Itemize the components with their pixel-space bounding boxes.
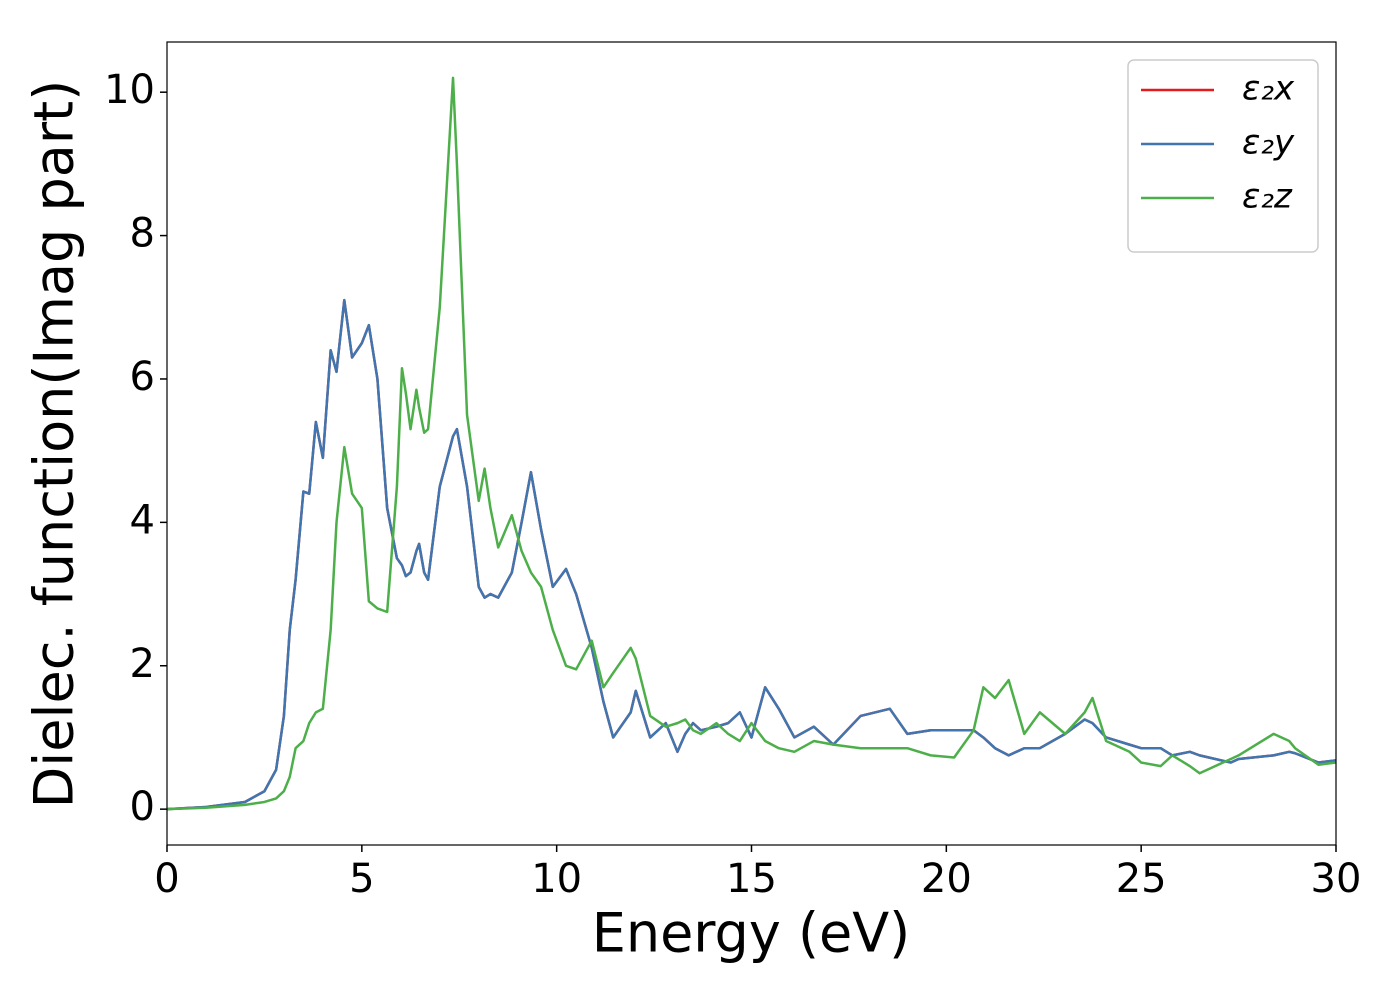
y-tick-label: 2 [130, 641, 155, 687]
series-line [167, 76, 1336, 811]
x-tick-label: 10 [531, 856, 582, 902]
x-tick-label: 15 [726, 856, 777, 902]
y-tick-label: 4 [130, 497, 155, 543]
x-tick-label: 0 [154, 856, 179, 902]
legend-box [1127, 59, 1319, 253]
y-axis-label: Dielec. function(Imag part) [23, 80, 86, 809]
series-line [167, 298, 1336, 811]
legend-label: ε₂x [1242, 69, 1295, 109]
y-tick-label: 0 [130, 784, 155, 830]
x-axis-label: Energy (eV) [592, 902, 911, 965]
x-tick-label: 5 [349, 856, 374, 902]
x-tick-label: 30 [1311, 856, 1362, 902]
y-tick-label: 8 [130, 211, 155, 257]
y-tick-label: 6 [130, 354, 155, 400]
legend-label: ε₂z [1242, 177, 1293, 217]
x-tick-label: 25 [1116, 856, 1167, 902]
plot-frame [166, 41, 1337, 846]
y-tick-label: 10 [104, 67, 155, 113]
x-tick-label: 20 [921, 856, 972, 902]
legend-label: ε₂y [1242, 123, 1295, 163]
